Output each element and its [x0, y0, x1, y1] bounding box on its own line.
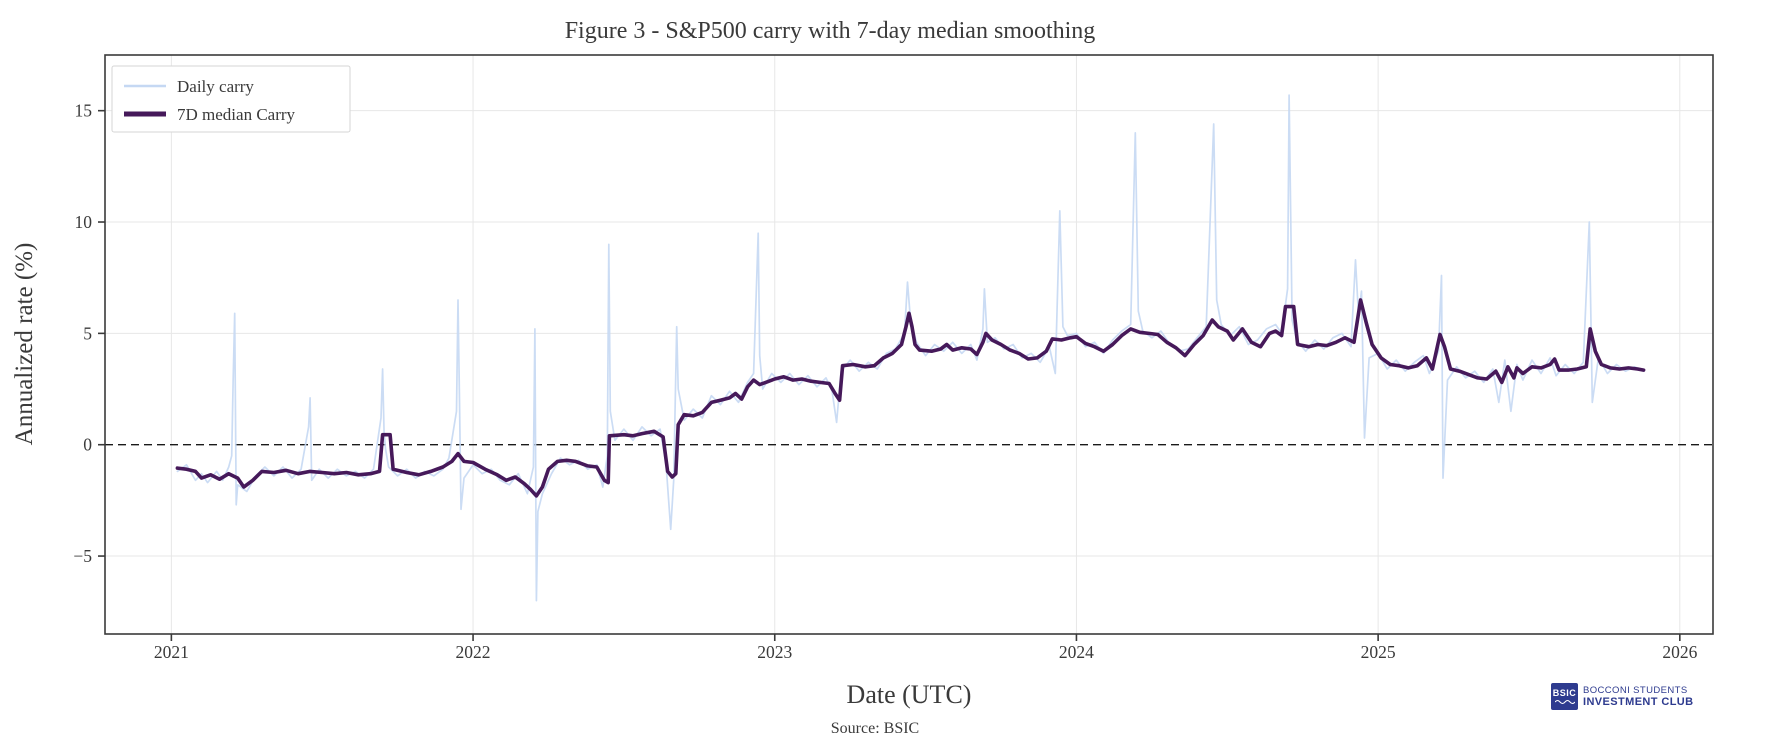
bsic-logo-icon: BSIC [1551, 683, 1578, 710]
tick-layer: 2021 2022 2023 2024 2025 2026 −5 0 5 10 15 [73, 101, 1697, 662]
plot-frame [104, 54, 1714, 635]
y-axis-label: Annualized rate (%) [11, 243, 38, 446]
legend-frame [111, 65, 351, 133]
legend-label: Daily carry [177, 77, 254, 96]
bsic-logo: BSIC BOCCONI STUDENTS INVESTMENT CLUB [1551, 683, 1694, 710]
source-caption: Source: BSIC [831, 720, 919, 737]
daily-carry-line [176, 94, 1645, 602]
bsic-acronym: BSIC [1552, 687, 1577, 698]
bsic-line2: INVESTMENT CLUB [1583, 696, 1694, 708]
series-layer [175, 94, 1646, 602]
x-tick-label: 2024 [1059, 642, 1094, 662]
y-tick-label: 5 [83, 323, 92, 343]
y-tick-label: −5 [73, 546, 92, 566]
wave-icon [1554, 699, 1575, 704]
y-tick-label: 10 [75, 212, 93, 232]
x-tick-label: 2023 [757, 642, 792, 662]
x-tick-label: 2025 [1361, 642, 1396, 662]
legend-label: 7D median Carry [177, 105, 296, 124]
chart-title: Figure 3 - S&P500 carry with 7-day media… [565, 18, 1096, 44]
x-axis-label: Date (UTC) [847, 680, 972, 709]
legend: Daily carry 7D median Carry [111, 65, 351, 133]
grid-layer [105, 55, 1713, 634]
bsic-logo-text: BOCCONI STUDENTS INVESTMENT CLUB [1583, 685, 1694, 708]
median-carry-line [175, 298, 1646, 498]
x-tick-label: 2022 [456, 642, 491, 662]
y-tick-label: 15 [75, 101, 93, 121]
x-tick-label: 2026 [1662, 642, 1697, 662]
x-tick-label: 2021 [154, 642, 189, 662]
bsic-line1: BOCCONI STUDENTS [1583, 685, 1688, 696]
y-tick-label: 0 [83, 435, 92, 455]
